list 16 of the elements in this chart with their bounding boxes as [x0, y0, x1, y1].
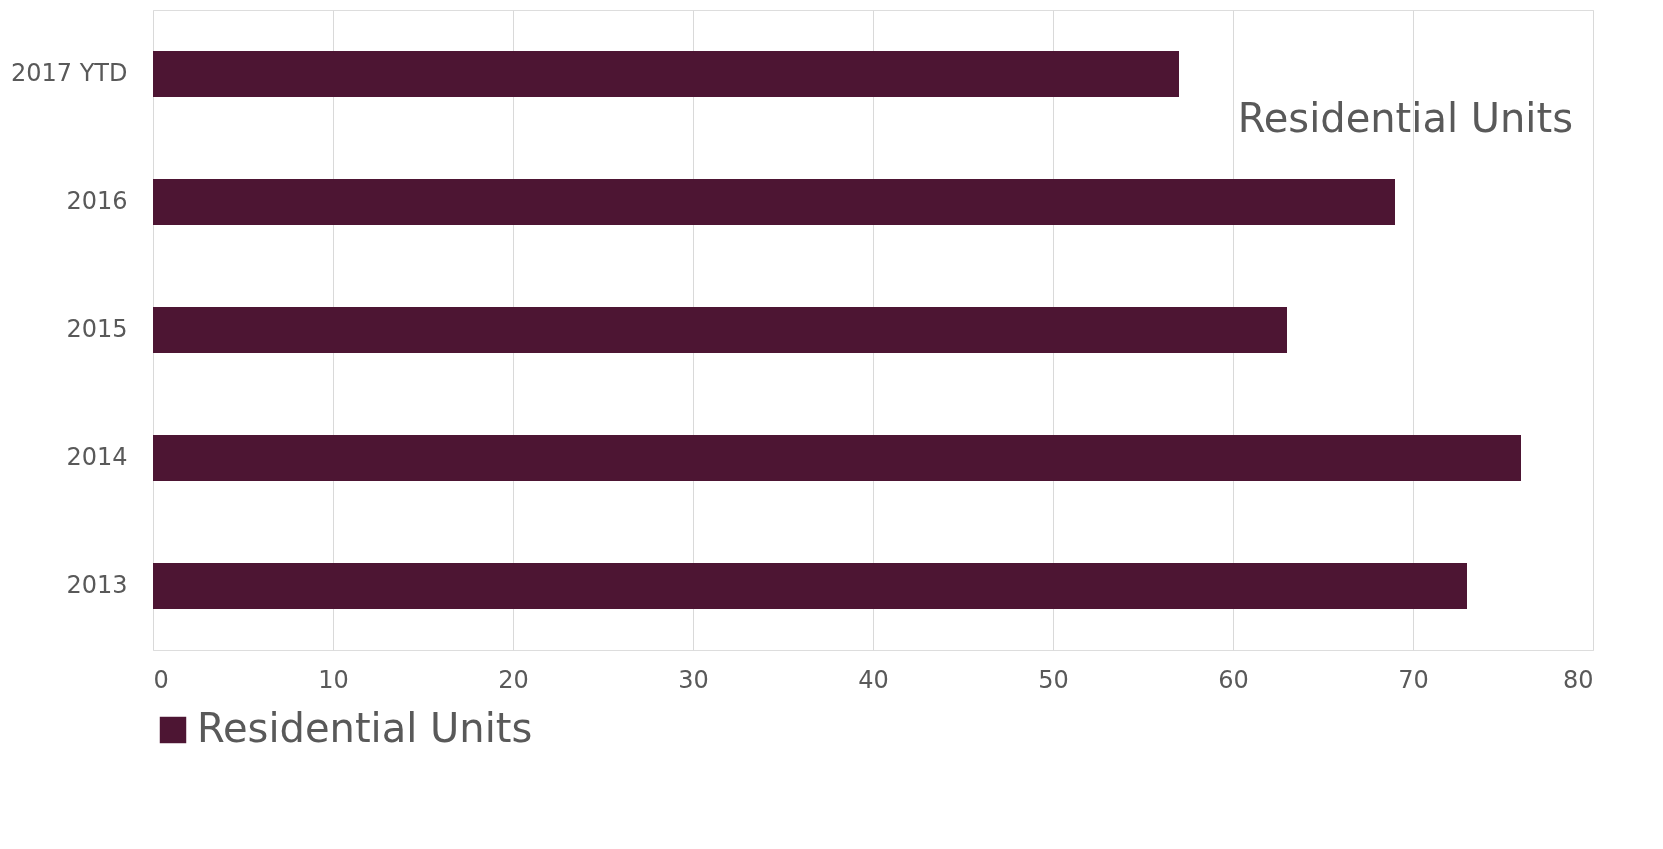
y-tick-label: 2013	[66, 571, 128, 599]
x-tick-label: 40	[858, 665, 889, 694]
x-tick-label: 20	[498, 665, 529, 694]
y-tick-label: 2015	[66, 315, 128, 343]
x-tick-label: 50	[1038, 665, 1069, 694]
text: Residential Units	[1237, 95, 1573, 141]
y-tick-label: 2014	[66, 443, 128, 471]
y-tick-label: 2016	[66, 187, 128, 215]
x-tick-label: 60	[1218, 665, 1249, 694]
x-tick-label: 0	[153, 665, 169, 694]
x-tick-label: 70	[1398, 665, 1429, 694]
x-tick-label: 80	[1562, 665, 1594, 694]
x-tick-label: 30	[678, 665, 709, 694]
legend-label: Residential Units	[197, 705, 533, 751]
y-tick-label: 2017 YTD	[10, 59, 128, 87]
x-tick-label: 10	[318, 665, 349, 694]
